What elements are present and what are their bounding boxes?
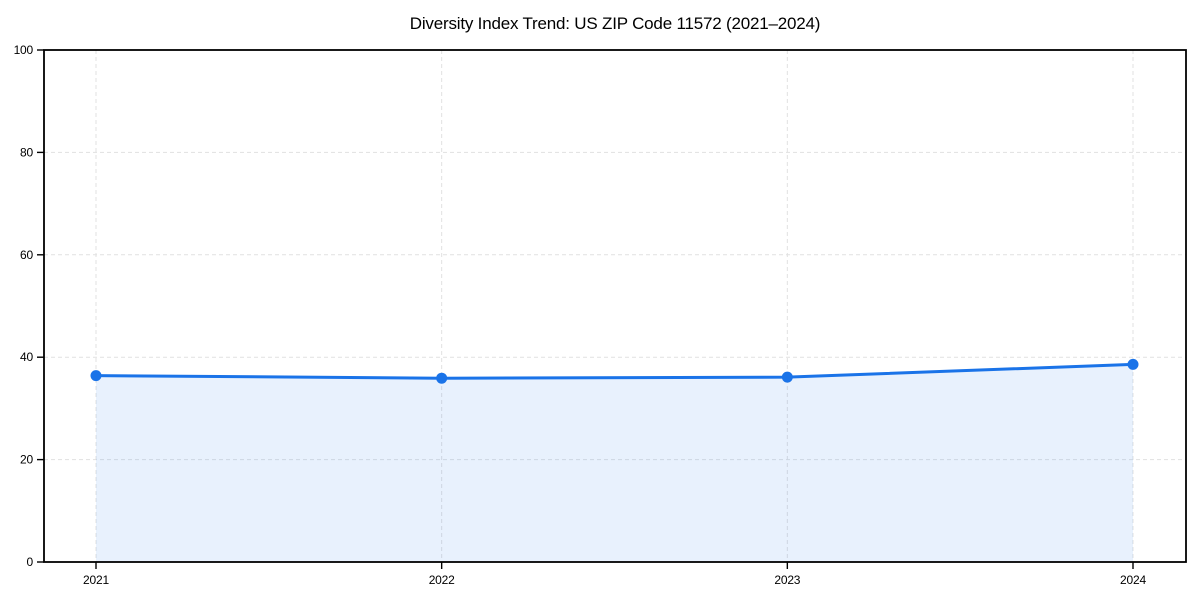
trend-line (94, 362, 1135, 380)
x-tick-label: 2022 (429, 573, 455, 587)
x-tick-label: 2023 (774, 573, 800, 587)
x-tick-label: 2021 (83, 573, 109, 587)
data-point-2023 (781, 371, 793, 383)
plot-border (43, 49, 1187, 563)
data-point-2022 (436, 372, 448, 384)
chart-title: Diversity Index Trend: US ZIP Code 11572… (409, 14, 821, 33)
y-tick-label: 60 (20, 248, 33, 262)
y-tick-label: 20 (20, 453, 33, 467)
y-tick-label: 80 (20, 145, 33, 159)
y-tick-label: 40 (20, 350, 33, 364)
y-tick-label: 0 (27, 555, 34, 569)
y-tick-label: 100 (14, 43, 34, 57)
data-point-2024 (1127, 358, 1139, 370)
area-fill (96, 364, 1133, 562)
x-tick-label: 2024 (1120, 573, 1146, 587)
data-point-2021 (90, 370, 102, 382)
